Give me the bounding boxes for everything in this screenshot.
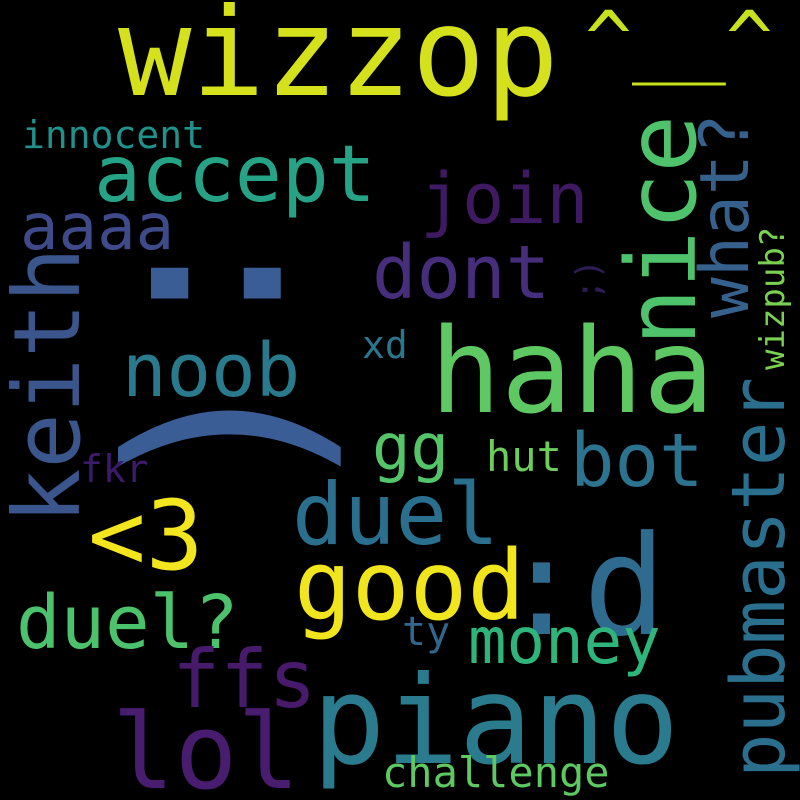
word-money: money — [468, 605, 661, 679]
word-wizpub-question: wizpub? — [753, 226, 793, 370]
word-ffs: ffs — [172, 633, 317, 726]
word-fkr: fkr — [80, 447, 149, 491]
word-bot: bot — [570, 418, 704, 504]
word-dont: dont — [372, 230, 551, 316]
word-wizzop: wizzop — [118, 0, 559, 124]
word-gg: gg — [372, 411, 450, 485]
word-ty: ty — [402, 609, 451, 655]
word-wink: ;) — [569, 259, 609, 300]
word-heart: <3 — [88, 480, 204, 592]
word-aaaa: aaaa — [20, 191, 175, 265]
word-colon-d: :d — [500, 506, 667, 667]
word-noob: noob — [122, 328, 301, 414]
word-innocent: innocent — [22, 113, 206, 157]
word-duel: duel — [292, 465, 500, 565]
word-xd: xd — [362, 323, 408, 367]
word-good: good — [294, 530, 526, 642]
word-haha: haha — [430, 302, 715, 440]
word-piano: piano — [312, 650, 680, 792]
word-lol: lol — [112, 691, 300, 800]
word-caret-face: ^__^ — [585, 0, 773, 86]
word-hut: hut — [486, 432, 562, 481]
word-what: what? — [686, 113, 765, 318]
word-challenge: challenge — [382, 748, 610, 797]
word-duel-question: duel? — [16, 580, 239, 666]
word-pubmaster: pubmaster — [716, 377, 800, 778]
word-accept: accept — [94, 130, 376, 220]
word-join: join — [420, 158, 589, 240]
